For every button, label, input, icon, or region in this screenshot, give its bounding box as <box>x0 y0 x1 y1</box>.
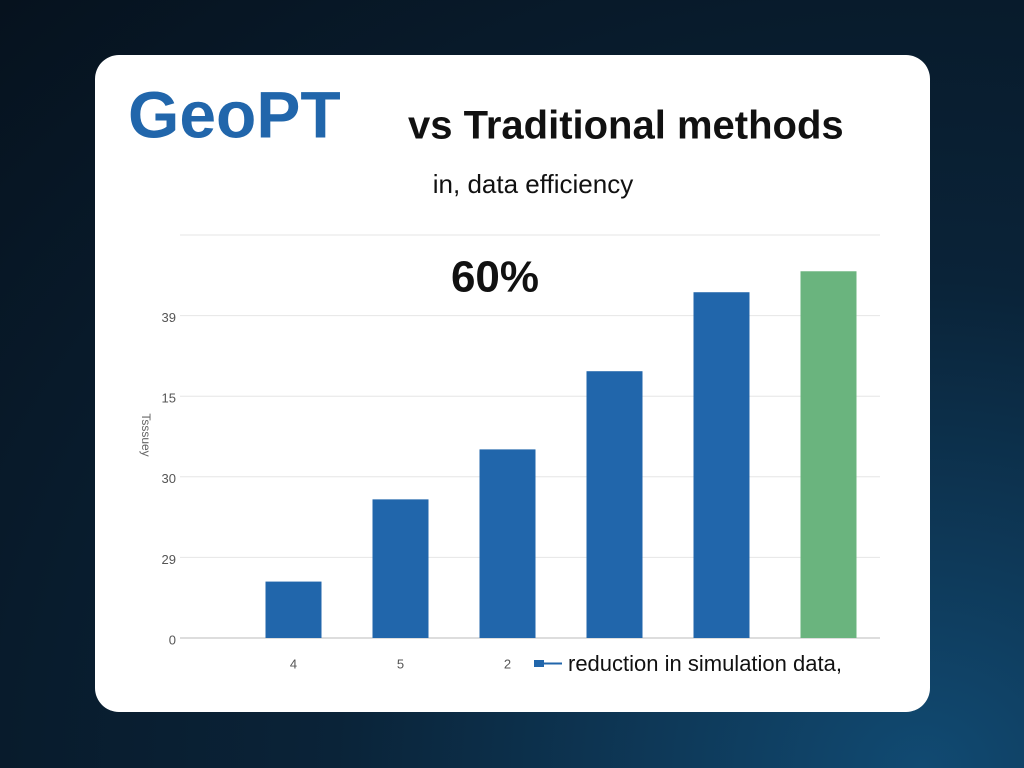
x-tick-label: 5 <box>397 656 404 671</box>
bar <box>372 499 429 638</box>
bar <box>800 271 857 638</box>
x-tick-label: 4 <box>290 656 297 671</box>
chart-title: vs Traditional methods <box>408 104 844 148</box>
y-tick-label: 39 <box>162 310 176 325</box>
title-brand: GeoPT <box>128 77 341 151</box>
y-tick-label: 29 <box>162 552 176 567</box>
bar <box>479 449 536 638</box>
legend-label: reduction in simulation data, <box>568 651 842 676</box>
y-axis-label: Tsssuey <box>139 413 153 456</box>
chart-subtitle: in, data efficiency <box>433 169 633 199</box>
annotation: 60% <box>451 253 539 302</box>
bar <box>693 292 750 638</box>
bar <box>265 581 322 638</box>
y-tick-label: 30 <box>162 471 176 486</box>
legend-marker <box>534 660 544 667</box>
y-tick-label: 15 <box>162 391 176 406</box>
y-tick-label: 0 <box>169 632 176 647</box>
x-tick-label: 2 <box>504 656 511 671</box>
bar <box>586 371 643 638</box>
